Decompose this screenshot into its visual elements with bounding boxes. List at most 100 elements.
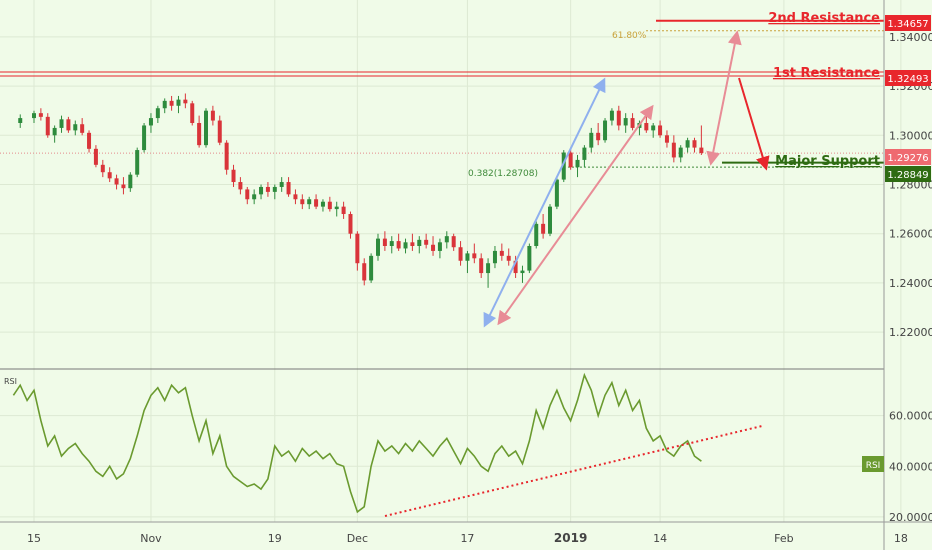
candle [678,145,683,163]
price-tick-label: 1.22000 [889,326,932,339]
blue-measure-arrow [483,77,606,328]
candle [169,95,174,111]
candle [231,164,236,187]
candle [300,194,305,210]
candle-body [623,118,628,126]
candle-body [458,247,463,261]
candle-body [286,182,291,195]
candle-body [135,150,140,175]
candle-body [314,199,319,207]
candle [293,189,298,205]
candle [520,265,525,283]
candle [506,248,511,266]
candle [80,118,85,136]
candle [596,123,601,146]
candle [279,177,284,192]
fib-382-label: 0.382(1.28708) [468,169,538,179]
candle-body [224,142,229,170]
candle [183,93,188,109]
candle [204,108,208,148]
time-tick-label: 18 [894,532,908,545]
candle [128,172,133,192]
time-tick-label: Nov [140,532,162,545]
candle [155,105,160,123]
rsi-tick-label: 60.0000 [889,410,932,423]
candle [541,214,546,239]
rsi-pane-title: RSI [4,377,17,386]
support-label: Major Support [775,154,880,169]
candle [451,233,456,251]
candle [93,145,98,168]
candle-body [431,244,436,251]
candle-body [231,169,236,183]
axes: 15Nov19Dec17201914Feb18Mar1.220001.24000… [27,31,932,545]
price-tick-label: 1.34000 [889,31,932,44]
candle [348,211,353,239]
price-tag-support: 1.28849 [885,166,931,182]
candle [341,201,346,219]
candle [100,159,105,178]
candle-body [472,253,477,259]
candle [458,241,463,266]
candle [589,127,594,153]
candle-body [52,127,57,136]
candle-body [417,239,422,246]
candle [210,105,215,126]
candle [307,196,312,210]
candle-body [217,120,222,143]
candle [142,123,147,153]
candle-body [293,194,298,200]
candle-body [210,110,215,121]
candle [334,201,339,217]
time-tick-label: Feb [774,532,793,545]
rsi-value-badge-text: RSI [866,461,881,471]
rsi-tick-label: 40.0000 [889,460,932,473]
candle-body [671,142,676,158]
candle [582,145,587,168]
time-tick-label: 14 [653,532,667,545]
candle [18,114,23,128]
candle [472,243,477,264]
candle [548,204,552,237]
candle-body [93,148,98,165]
candle [197,115,202,148]
candle [162,98,167,114]
candle-body [609,110,614,121]
rsi-trendline [384,425,763,517]
candle [382,231,387,251]
candle [286,177,291,197]
candle [575,154,580,178]
candle-body [320,201,325,207]
candle-body [437,242,442,251]
candle [527,243,532,274]
candle [630,113,635,131]
candle [135,147,140,178]
candle [376,233,380,261]
candle [59,115,64,133]
candle [190,100,195,126]
candle [272,184,277,200]
candle [424,233,429,249]
candle-body [190,103,195,123]
red-down-arrow [738,77,770,171]
candle-body [355,233,360,264]
candle-body [238,182,243,190]
candle [685,137,690,153]
time-tick-label: 17 [460,532,474,545]
candle-body [80,124,85,133]
candle [245,186,250,205]
price-tick-label: 1.24000 [889,277,932,290]
candle [107,167,112,183]
candle [38,108,43,121]
candle-body [162,100,167,109]
candle [355,231,360,271]
candle-body [341,206,346,215]
candle-body [197,123,202,146]
fib-618-label: 61.80% [612,31,647,41]
candle-body [410,242,415,246]
candle [224,140,229,175]
candle-body [376,238,380,256]
candle [534,221,539,249]
